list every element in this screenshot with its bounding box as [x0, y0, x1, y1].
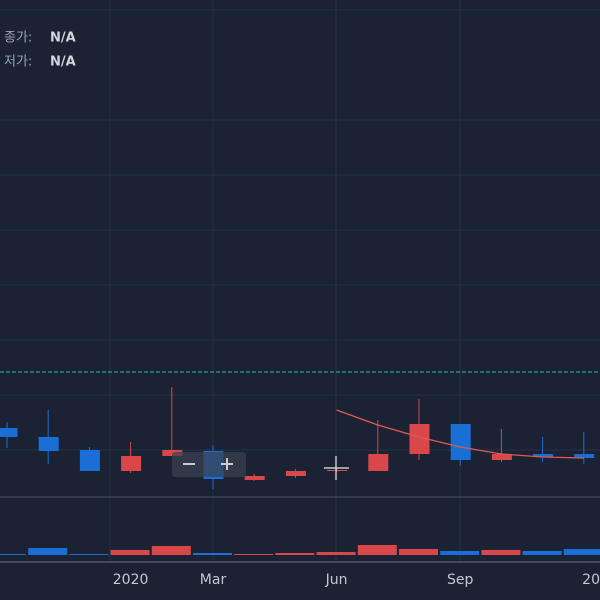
volume-bar — [399, 549, 438, 555]
volume-bar — [563, 549, 600, 555]
volume-bar — [110, 550, 150, 555]
x-tick-label: Jun — [325, 572, 348, 588]
volume-bar — [28, 548, 68, 555]
candle-body — [121, 456, 142, 471]
legend-value: N/A — [50, 31, 76, 46]
crosshair — [324, 456, 349, 480]
candle-body — [450, 424, 471, 460]
x-tick-label: Mar — [200, 572, 227, 588]
x-tick-label: 2021 — [582, 572, 600, 588]
volume-bar — [275, 553, 315, 555]
volume-bar — [193, 553, 232, 555]
candle-body — [533, 454, 554, 457]
candle-body — [79, 450, 100, 471]
volume-bar — [151, 546, 191, 555]
candle-body — [285, 471, 306, 476]
volume-bar — [357, 545, 397, 555]
candle-body — [491, 454, 512, 460]
candle-body — [409, 424, 430, 454]
candle-body — [38, 437, 59, 451]
volume-bar — [440, 551, 480, 555]
volume-bar — [481, 550, 521, 555]
legend-value: N/A — [50, 55, 76, 70]
volume-bar — [0, 554, 26, 555]
candle-body — [574, 454, 595, 458]
x-tick-label: 2020 — [113, 572, 149, 588]
candle-body — [368, 454, 389, 471]
candle-body — [0, 428, 18, 437]
marks — [0, 371, 600, 555]
legend-label: 종가: — [4, 31, 32, 46]
volume-bar — [522, 551, 562, 555]
zoom-control[interactable] — [172, 452, 246, 477]
volume-bar — [69, 554, 109, 555]
candle-body — [244, 476, 265, 480]
legend-label: 저가: — [4, 55, 32, 70]
candle-body — [327, 470, 348, 471]
volume-bar — [234, 554, 274, 555]
moving-average — [336, 409, 584, 459]
x-tick-label: Sep — [447, 572, 474, 588]
volume-bar — [316, 552, 356, 555]
candle-body — [162, 450, 183, 456]
grid — [0, 0, 600, 562]
